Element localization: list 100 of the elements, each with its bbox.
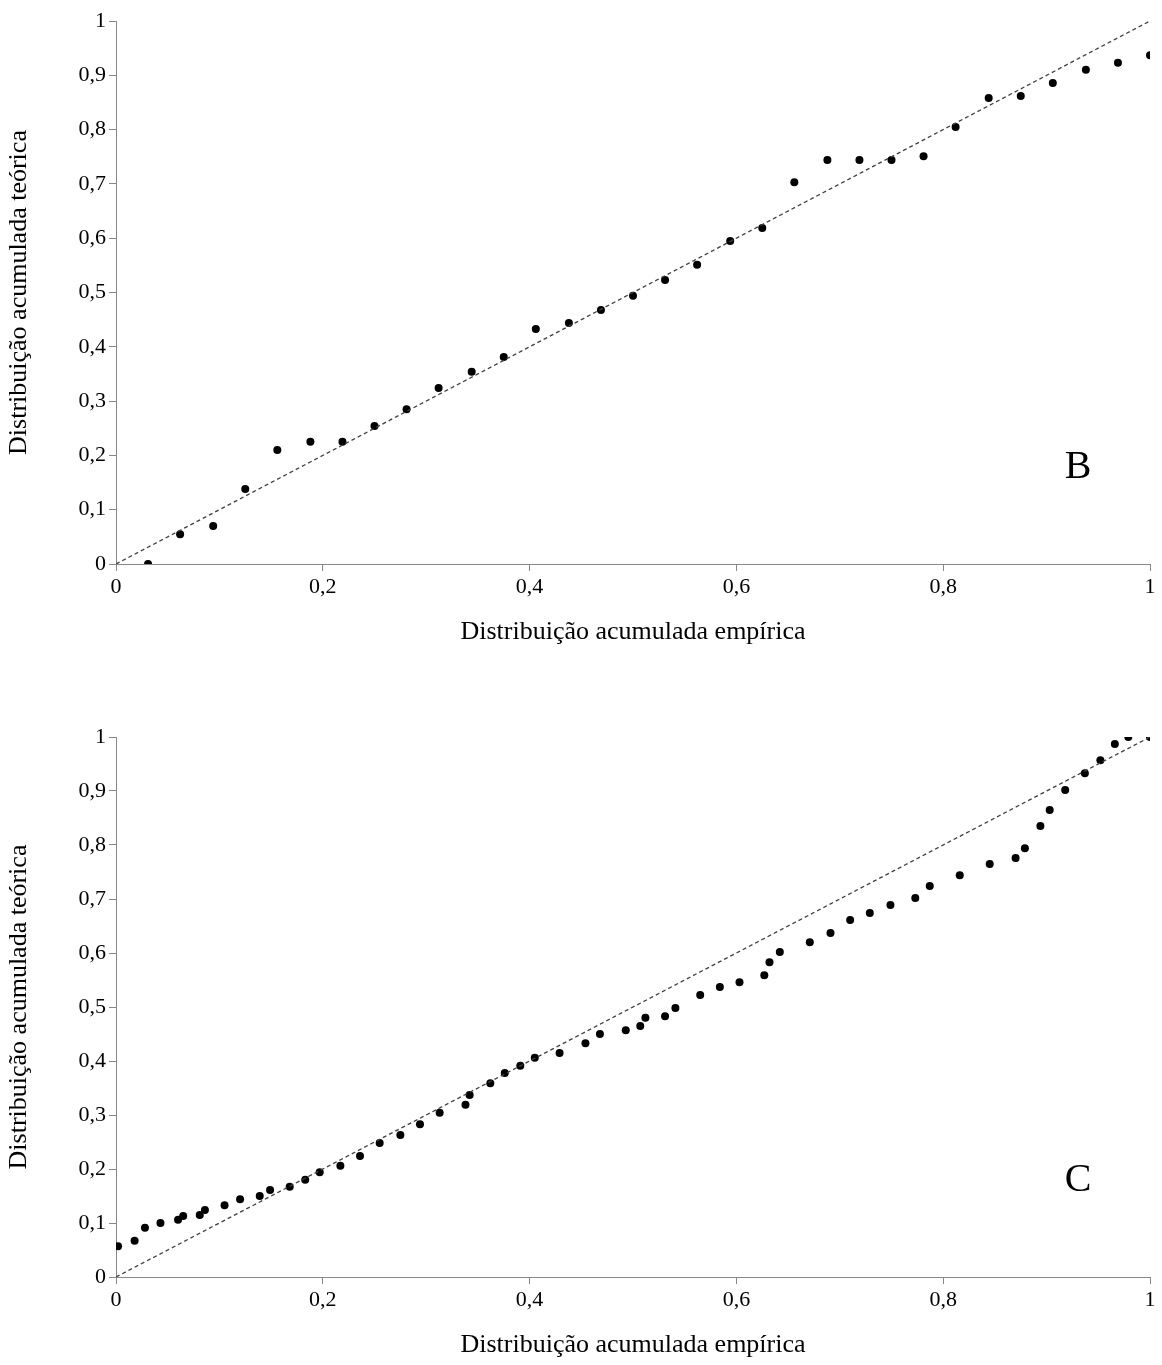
- point: [846, 916, 855, 925]
- point: [621, 1026, 630, 1035]
- y-tick-label: 0,4: [78, 332, 106, 358]
- point: [140, 1223, 149, 1232]
- x-axis-title: Distribuição acumulada empírica: [460, 616, 806, 646]
- point: [499, 353, 508, 362]
- point: [581, 1039, 590, 1048]
- point: [273, 445, 282, 454]
- point: [925, 882, 934, 891]
- y-tick-label: 0,5: [78, 278, 106, 304]
- x-tick-label: 0,6: [722, 572, 751, 598]
- y-axis-title: Distribuição acumulada teórica: [3, 844, 33, 1170]
- point: [715, 983, 724, 992]
- point: [156, 1219, 165, 1227]
- y-tick-label: 0,5: [78, 992, 106, 1018]
- point: [985, 859, 994, 868]
- y-tick-label: 0: [95, 549, 106, 575]
- y-tick-label: 0,6: [78, 223, 106, 249]
- point: [1048, 78, 1057, 87]
- point: [758, 223, 767, 232]
- point: [200, 1206, 209, 1215]
- x-tick-label: 1: [1144, 572, 1156, 598]
- point: [1081, 65, 1090, 74]
- x-tick-label: 1: [1144, 1285, 1156, 1311]
- point: [241, 485, 250, 494]
- point: [1096, 756, 1105, 765]
- x-tick-label: 0,2: [309, 1285, 337, 1311]
- y-tick-label: 0,7: [78, 884, 106, 910]
- point: [823, 156, 832, 165]
- point: [919, 152, 928, 161]
- point: [195, 1210, 204, 1219]
- point: [1080, 769, 1089, 778]
- point: [886, 900, 895, 909]
- point: [266, 1186, 275, 1195]
- y-tick-label: 0,8: [78, 830, 106, 856]
- point: [629, 291, 637, 300]
- point: [1020, 844, 1029, 853]
- y-tick-label: 0,1: [78, 1208, 106, 1234]
- point: [174, 1215, 183, 1224]
- point: [855, 156, 864, 165]
- point: [955, 871, 964, 880]
- point: [641, 1013, 650, 1022]
- point: [396, 1130, 405, 1139]
- point: [130, 1236, 139, 1245]
- y-tick-label: 0,9: [78, 776, 106, 802]
- point: [209, 521, 218, 530]
- point: [306, 437, 315, 446]
- point: [1036, 822, 1045, 831]
- x-tick-label: 0,2: [309, 572, 337, 598]
- point: [911, 893, 920, 902]
- x-tick-label: 0,6: [722, 1285, 751, 1311]
- point: [661, 1012, 670, 1021]
- point: [636, 1021, 645, 1030]
- annotation: B: [1064, 441, 1092, 487]
- point: [595, 1030, 604, 1038]
- y-tick-label: 0,4: [78, 1046, 106, 1072]
- annotation: C: [1064, 1154, 1092, 1200]
- point: [465, 1091, 474, 1100]
- point: [887, 156, 896, 165]
- point: [1011, 853, 1020, 862]
- point: [356, 1152, 365, 1161]
- point: [531, 324, 540, 333]
- point: [176, 530, 185, 539]
- y-tick-label: 0,7: [78, 169, 106, 195]
- point: [416, 1120, 424, 1129]
- point: [790, 178, 799, 187]
- y-tick-label: 0,2: [78, 441, 106, 467]
- point: [435, 1108, 444, 1117]
- point: [434, 384, 443, 393]
- y-tick-label: 0,2: [78, 1154, 106, 1180]
- y-tick-label: 1: [95, 722, 106, 748]
- point: [116, 1242, 123, 1251]
- point: [865, 909, 874, 918]
- point: [179, 1211, 188, 1220]
- point: [805, 938, 814, 947]
- y-tick-label: 0,3: [78, 1100, 106, 1126]
- point: [984, 94, 993, 103]
- point: [555, 1048, 564, 1057]
- y-tick-label: 0,1: [78, 495, 106, 521]
- point: [1113, 58, 1122, 67]
- point: [461, 1100, 470, 1109]
- point: [220, 1201, 229, 1210]
- point: [735, 978, 744, 987]
- y-tick-label: 0: [95, 1262, 106, 1288]
- point: [760, 971, 769, 980]
- point: [775, 947, 784, 956]
- point: [375, 1139, 384, 1148]
- y-tick-label: 0,6: [78, 938, 106, 964]
- point: [696, 991, 705, 1000]
- y-tick-label: 0,8: [78, 115, 106, 141]
- point: [765, 958, 774, 967]
- point: [661, 276, 670, 285]
- y-axis-title: Distribuição acumulada teórica: [3, 129, 33, 455]
- y-tick-label: 0,3: [78, 386, 106, 412]
- point: [530, 1053, 539, 1062]
- point: [236, 1195, 245, 1204]
- x-tick-label: 0,8: [929, 1285, 957, 1311]
- x-tick-label: 0,8: [929, 572, 957, 598]
- point: [467, 367, 476, 376]
- y-tick-label: 1: [95, 6, 106, 32]
